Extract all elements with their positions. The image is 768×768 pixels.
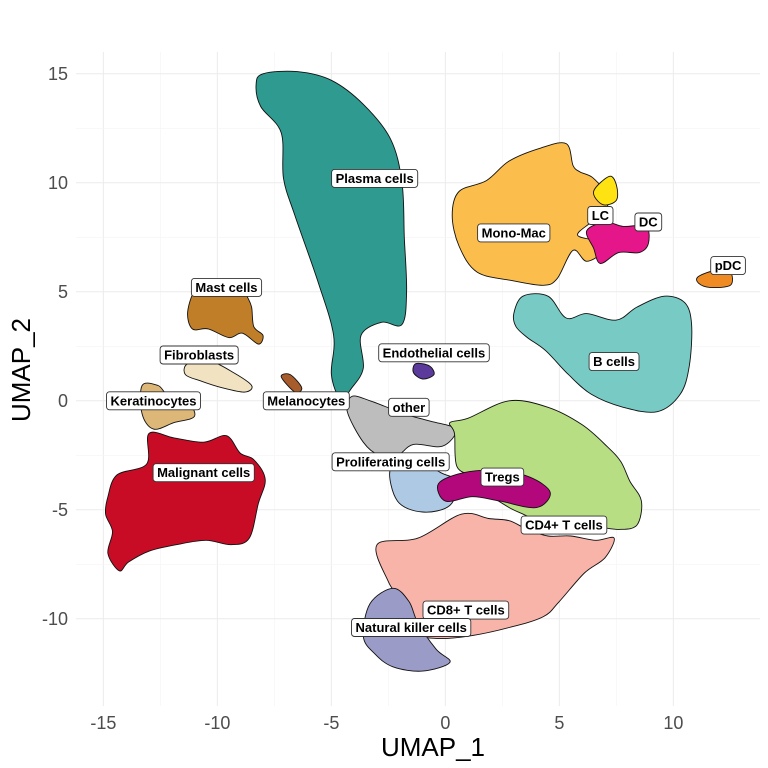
cluster-label-mast-cells: Mast cells [190,277,263,297]
x-tick-label: 5 [554,713,564,733]
y-axis-ticks: -10 -5 0 5 10 15 [42,64,68,629]
cluster-plasma-cells [255,70,408,400]
label-text: LC [592,208,610,223]
label-box [588,352,640,372]
label-text: pDC [715,258,742,273]
label-text: B cells [593,354,635,369]
label-text: Endothelial cells [383,345,486,360]
x-tick-label: 10 [663,713,683,733]
cluster-label-pdc: pDC [710,256,746,276]
cluster-layer [104,70,733,672]
label-box [480,467,525,487]
y-tick-label: 0 [58,391,68,411]
label-text: Plasma cells [336,171,414,186]
cluster-label-endothelial-cells: Endothelial cells [378,343,490,363]
cluster-label-natural-killer-cells: Natural killer cells [351,618,472,637]
label-text: DC [639,215,658,230]
cluster-label-cd4-t-cells: CD4+ T cells [520,515,608,535]
label-text: Proliferating cells [336,454,445,469]
cluster-label-cd8-t-cells: CD8+ T cells [422,600,510,620]
y-tick-label: 15 [48,64,68,84]
x-tick-label: -10 [204,713,230,733]
x-axis-ticks: -15 -10 -5 0 5 10 [90,713,683,733]
cluster-melanocytes [280,373,303,394]
label-box [331,452,450,472]
label-box [152,463,255,483]
label-text: Keratinocytes [111,393,197,408]
cluster-label-layer: Plasma cells Mono-Mac LC DC pDC B cells Mast c… [106,168,746,637]
label-text: Mono-Mac [482,225,546,240]
cluster-malignant-cells [104,431,266,572]
label-text: Melanocytes [267,393,345,408]
cluster-label-keratinocytes: Keratinocytes [106,391,201,411]
cluster-label-proliferating-cells: Proliferating cells [331,452,450,472]
cluster-lc [593,175,619,206]
cluster-label-fibroblasts: Fibroblasts [159,345,239,365]
x-tick-label: 0 [440,713,450,733]
cluster-endothelial-cells [412,362,435,380]
x-axis-title: UMAP_1 [381,732,485,762]
label-box [378,343,490,363]
label-box [106,391,201,411]
y-tick-label: 10 [48,173,68,193]
label-box [520,515,608,535]
cluster-cd4-t-cells [448,399,643,533]
label-text: Fibroblasts [164,348,234,363]
label-text: CD4+ T cells [525,518,603,533]
cluster-label-dc: DC [634,212,663,232]
cluster-label-b-cells: B cells [588,352,640,372]
label-text: Mast cells [195,280,257,295]
x-tick-label: -15 [90,713,116,733]
label-box [190,277,263,297]
y-tick-label: 5 [58,282,68,302]
label-box [331,168,419,188]
y-axis-title: UMAP_2 [6,318,36,422]
label-text: Natural killer cells [356,620,467,635]
label-box [262,391,350,411]
cluster-label-lc: LC [587,206,614,225]
label-box [634,212,663,232]
label-text: Malignant cells [157,465,250,480]
label-box [159,345,239,365]
label-box [477,223,551,243]
label-box [587,206,614,225]
cluster-fibroblasts [183,360,253,393]
x-tick-label: -5 [323,713,339,733]
cluster-label-mono-mac: Mono-Mac [477,223,551,243]
label-box [710,256,746,276]
cluster-dc [585,221,650,264]
cluster-label-melanocytes: Melanocytes [262,391,350,411]
y-tick-label: -5 [52,500,68,520]
label-box [388,397,430,417]
cluster-label-other: other [388,397,430,417]
label-box [351,618,472,637]
cluster-label-plasma-cells: Plasma cells [331,168,419,188]
cluster-label-malignant-cells: Malignant cells [152,463,255,483]
cluster-label-tregs: Tregs [480,467,525,487]
label-text: other [393,400,426,415]
y-tick-label: -10 [42,609,68,629]
cluster-mono-mac [451,142,610,286]
label-text: CD8+ T cells [427,603,505,618]
label-text: Tregs [485,470,520,485]
